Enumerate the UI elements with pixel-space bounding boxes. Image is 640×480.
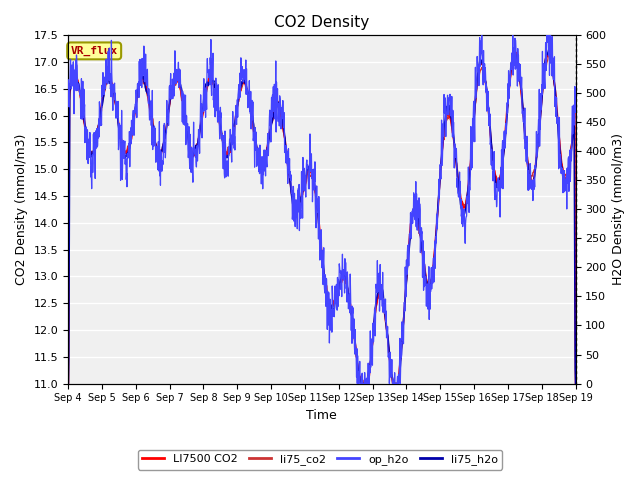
LI7500 CO2 [64, 381, 72, 386]
li75_h2o [64, 381, 72, 386]
op_h2o [401, 300, 408, 306]
op_h2o [64, 91, 72, 97]
LI7500 CO2 [467, 160, 474, 166]
op_h2o [572, 109, 579, 115]
op_h2o [234, 114, 241, 120]
li75_co2 [401, 311, 408, 316]
Line: li75_h2o: li75_h2o [68, 49, 575, 384]
op_h2o [512, 47, 520, 52]
Line: li75_co2: li75_co2 [68, 53, 575, 384]
li75_co2 [545, 50, 552, 56]
Y-axis label: CO2 Density (mmol/m3): CO2 Density (mmol/m3) [15, 134, 28, 285]
li75_h2o [164, 108, 172, 113]
li75_h2o [467, 165, 474, 170]
li75_h2o [234, 102, 241, 108]
op_h2o [478, 33, 486, 38]
li75_co2 [164, 110, 172, 116]
Title: CO2 Density: CO2 Density [274, 15, 369, 30]
LI7500 CO2 [511, 48, 518, 54]
LI7500 CO2 [234, 101, 241, 107]
Y-axis label: H2O Density (mmol/m3): H2O Density (mmol/m3) [612, 133, 625, 286]
LI7500 CO2 [177, 89, 185, 95]
op_h2o [177, 84, 185, 90]
op_h2o [353, 381, 361, 386]
X-axis label: Time: Time [307, 409, 337, 422]
Legend: LI7500 CO2, li75_co2, op_h2o, li75_h2o: LI7500 CO2, li75_co2, op_h2o, li75_h2o [138, 450, 502, 469]
op_h2o [164, 122, 172, 128]
li75_h2o [572, 381, 579, 386]
li75_h2o [401, 310, 408, 315]
LI7500 CO2 [572, 381, 579, 386]
LI7500 CO2 [401, 309, 408, 315]
Line: LI7500 CO2: LI7500 CO2 [68, 51, 575, 384]
op_h2o [467, 124, 475, 130]
li75_h2o [545, 47, 552, 52]
li75_co2 [64, 381, 72, 386]
li75_co2 [511, 54, 519, 60]
li75_co2 [234, 103, 241, 109]
li75_h2o [177, 84, 185, 90]
li75_co2 [177, 91, 185, 96]
li75_h2o [511, 51, 519, 57]
Text: VR_flux: VR_flux [70, 46, 118, 56]
LI7500 CO2 [512, 49, 520, 55]
LI7500 CO2 [164, 107, 172, 113]
Line: op_h2o: op_h2o [68, 36, 575, 384]
li75_co2 [467, 162, 474, 168]
li75_co2 [572, 381, 579, 386]
